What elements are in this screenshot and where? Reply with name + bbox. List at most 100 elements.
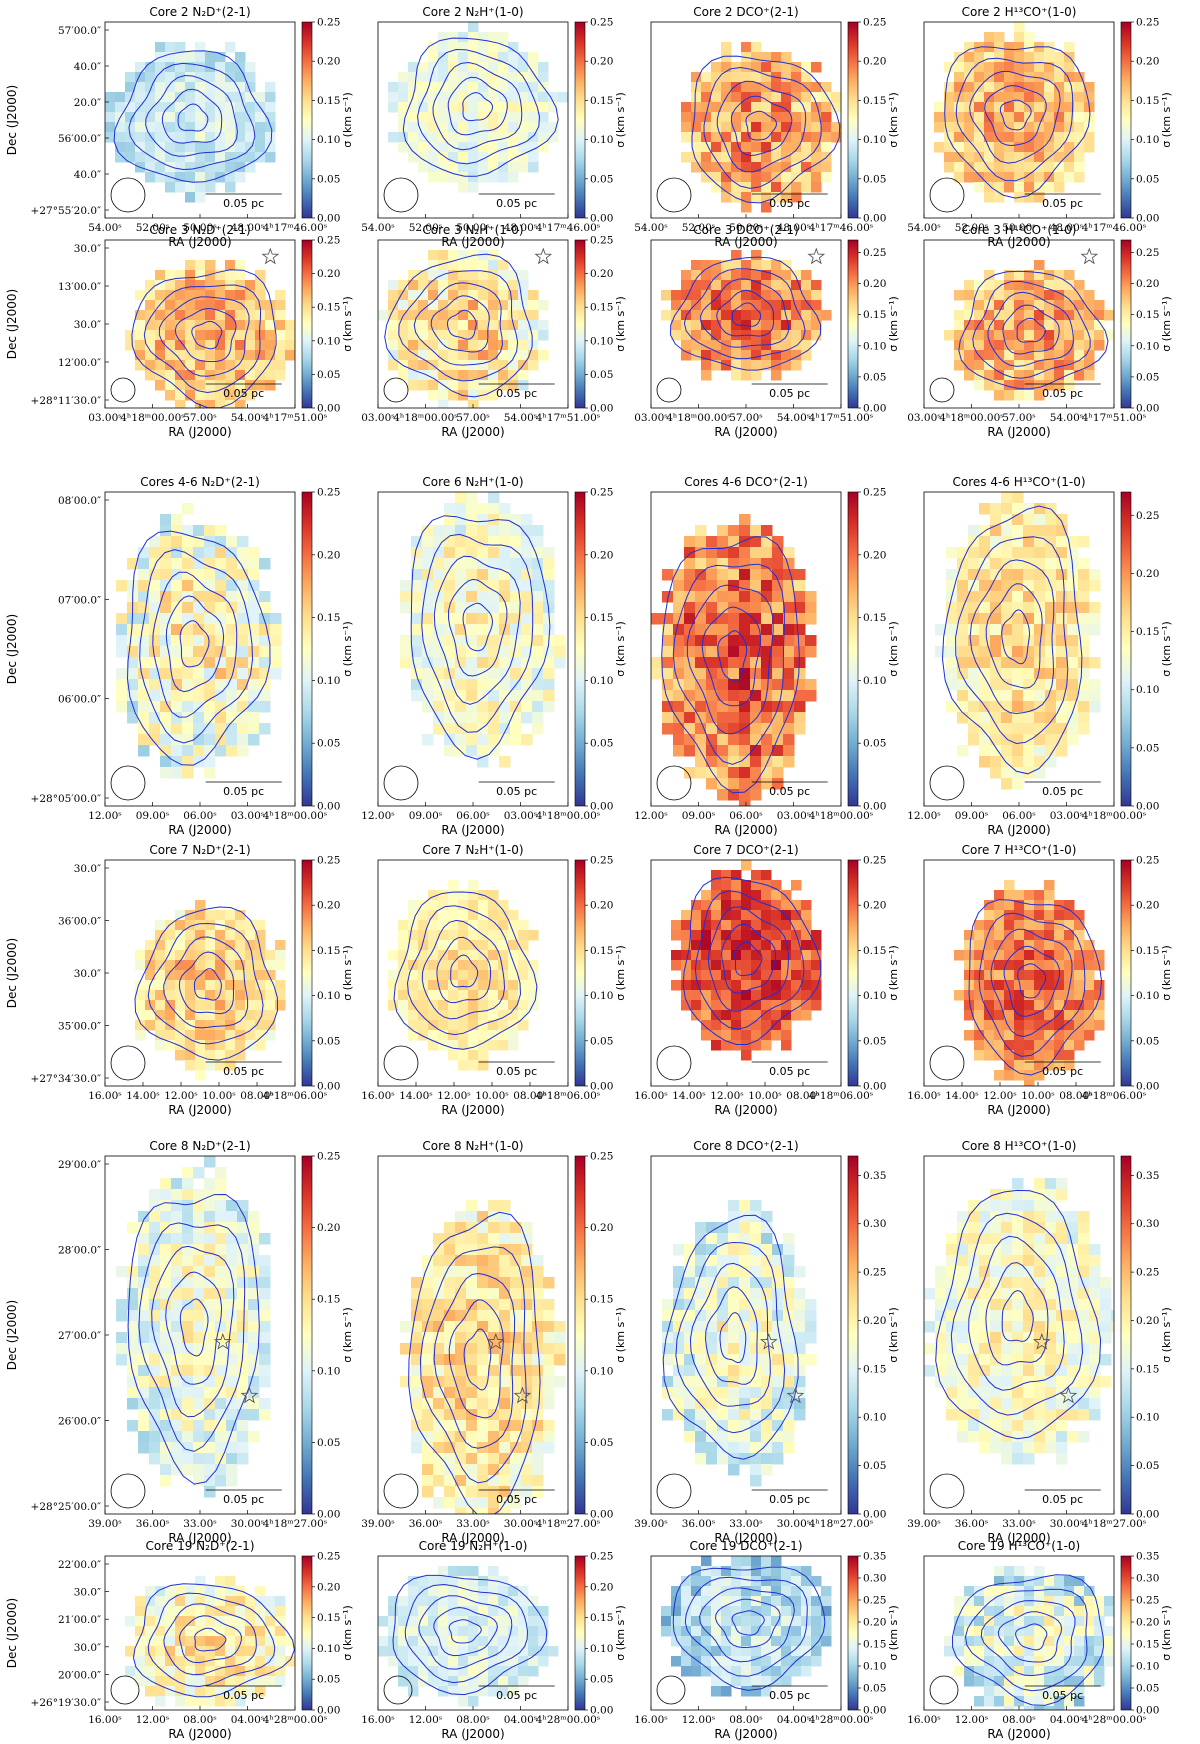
heatmap-pixel — [994, 1070, 1005, 1081]
heatmap-pixel — [1056, 558, 1068, 570]
heatmap-pixel — [248, 1376, 260, 1388]
heatmap-pixel — [468, 1060, 479, 1071]
x-tick-label: 4ʰ17ᵐ51.00ˢ — [1082, 412, 1147, 424]
heatmap-pixel — [1023, 646, 1035, 658]
heatmap-pixel — [248, 580, 260, 592]
heatmap-pixel — [701, 1000, 712, 1011]
heatmap-pixel — [478, 980, 489, 991]
heatmap-pixel — [182, 1222, 194, 1234]
heatmap-pixel — [226, 668, 238, 680]
heatmap-pixel — [695, 558, 707, 570]
x-tick-label: 16.00ˢ — [634, 1090, 668, 1102]
heatmap-pixel — [521, 1343, 533, 1355]
heatmap-pixel — [195, 300, 206, 311]
heatmap-pixel — [739, 734, 751, 746]
heatmap-pixel — [193, 1442, 205, 1454]
star-icon — [807, 247, 826, 265]
heatmap-pixel — [1078, 668, 1090, 680]
heatmap-pixel — [1034, 320, 1045, 331]
heatmap-pixel — [155, 1020, 166, 1031]
colorbar — [847, 21, 859, 219]
heatmap-pixel — [791, 270, 802, 281]
heatmap-pixel — [468, 162, 479, 173]
heatmap-pixel — [761, 1010, 772, 1021]
heatmap-pixel — [794, 690, 806, 702]
contour-line — [145, 74, 238, 157]
heatmap-pixel — [1054, 1010, 1065, 1021]
heatmap-pixel — [205, 132, 216, 143]
heatmap-pixel — [1004, 92, 1015, 103]
heatmap-pixel — [448, 280, 459, 291]
heatmap-pixel — [245, 940, 256, 951]
heatmap-pixel — [741, 122, 752, 133]
heatmap-pixel — [468, 32, 479, 43]
heatmap-pixel — [499, 536, 511, 548]
heatmap-pixel — [149, 558, 161, 570]
heatmap-pixel — [1023, 701, 1035, 713]
heatmap-pixel — [518, 122, 529, 133]
heatmap-pixel — [433, 679, 445, 691]
colorbar-tick-label: 0.20 — [863, 549, 886, 561]
contour-line — [1003, 945, 1061, 1017]
heatmap-pixel — [1067, 635, 1079, 647]
heatmap-pixel — [717, 1233, 729, 1245]
heatmap-pixel — [448, 890, 459, 901]
heatmap-pixel — [1045, 514, 1057, 526]
heatmap-pixel — [138, 1332, 150, 1344]
heatmap-pixel — [275, 290, 286, 301]
x-tick-label: 4ʰ18ᵐ00.00ˢ — [120, 412, 185, 424]
heatmap-pixel — [215, 350, 226, 361]
heatmap-pixel — [428, 890, 439, 901]
beam-circle — [110, 1045, 146, 1081]
heatmap — [116, 503, 282, 779]
heatmap-pixel — [695, 1255, 707, 1267]
heatmap-pixel — [205, 960, 216, 971]
heatmap-pixel — [1034, 132, 1045, 143]
heatmap-pixel — [171, 1464, 183, 1476]
heatmap-pixel — [741, 92, 752, 103]
heatmap-pixel — [149, 1409, 161, 1421]
heatmap-pixel — [428, 1040, 439, 1051]
heatmap-pixel — [237, 1387, 249, 1399]
heatmap-pixel — [235, 300, 246, 311]
heatmap-pixel — [761, 940, 772, 951]
heatmap-pixel — [750, 1266, 762, 1278]
heatmap-pixel — [135, 980, 146, 991]
heatmap-pixel — [499, 1508, 511, 1514]
heatmap-pixel — [1084, 1030, 1095, 1041]
heatmap-pixel — [701, 72, 712, 83]
x-tick-label: 4ʰ17ᵐ51.00ˢ — [263, 412, 328, 424]
heatmap-pixel — [145, 162, 156, 173]
heatmap-pixel — [215, 734, 227, 746]
heatmap-pixel — [521, 1288, 533, 1300]
panel-title: Core 2 H¹³CO⁺(1-0) — [962, 5, 1077, 19]
heatmap-pixel — [518, 970, 529, 981]
heatmap-pixel — [1064, 1000, 1075, 1011]
heatmap-pixel — [751, 162, 762, 173]
heatmap-pixel — [528, 330, 539, 341]
heatmap-pixel — [478, 42, 489, 53]
heatmap-pixel — [717, 723, 729, 735]
colorbar-tick-label: 0.05 — [863, 173, 886, 185]
heatmap-pixel — [226, 1299, 238, 1311]
heatmap-pixel — [1054, 950, 1065, 961]
heatmap-pixel — [193, 1376, 205, 1388]
heatmap-pixel — [711, 132, 722, 143]
x-tick-label: 14.00ˢ — [945, 1090, 979, 1102]
heatmap-pixel — [771, 132, 782, 143]
heatmap-pixel — [499, 734, 511, 746]
x-tick-label: 12.00ˢ — [634, 810, 668, 822]
heatmap-pixel — [478, 1030, 489, 1041]
heatmap-pixel — [466, 558, 478, 570]
contour-line — [179, 620, 210, 668]
heatmap-pixel — [739, 712, 751, 724]
heatmap-pixel — [477, 503, 489, 515]
contour-line — [1016, 317, 1046, 343]
heatmap-pixel — [944, 102, 955, 113]
heatmap-pixel — [185, 182, 196, 193]
heatmap-pixel — [182, 547, 194, 559]
heatmap-pixel — [1024, 390, 1035, 401]
contours — [384, 253, 533, 398]
heatmap-pixel — [215, 657, 227, 669]
heatmap-pixel — [1004, 950, 1015, 961]
